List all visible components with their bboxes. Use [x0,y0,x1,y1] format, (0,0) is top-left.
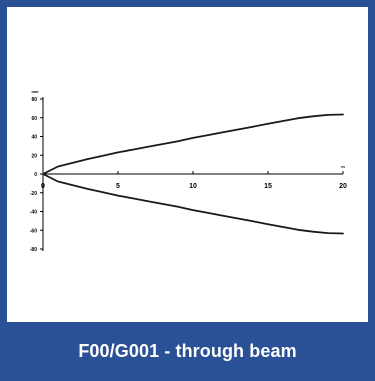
plot-area: 80 60 40 20 0 -20 -40 -60 -80 0 5 10 15 20 mm m [7,7,368,322]
x-tick-label: 20 [339,183,347,190]
y-tick-label: -20 [30,191,37,197]
y-tick-label: -40 [30,210,37,216]
lower-beam-curve [42,173,344,235]
x-tick-label: 5 [116,183,120,190]
y-tick-label: 60 [31,116,37,122]
caption-bar: F00/G001 - through beam [0,322,375,381]
y-tick-label: -80 [30,247,37,253]
x-tick-label: 0 [41,183,45,190]
y-tick-label: 80 [31,97,37,103]
y-tick-label: 0 [34,172,37,178]
y-axis-label: mm [31,89,39,94]
y-tick-label: 40 [31,135,37,141]
y-tick-label: 20 [31,153,37,159]
x-tick-label: 10 [189,183,197,190]
y-tick-label: -60 [30,228,37,234]
x-tick-label: 15 [264,183,272,190]
x-axis-label: m [341,164,345,169]
chart-caption: F00/G001 - through beam [78,341,297,361]
upper-beam-curve [42,113,344,175]
